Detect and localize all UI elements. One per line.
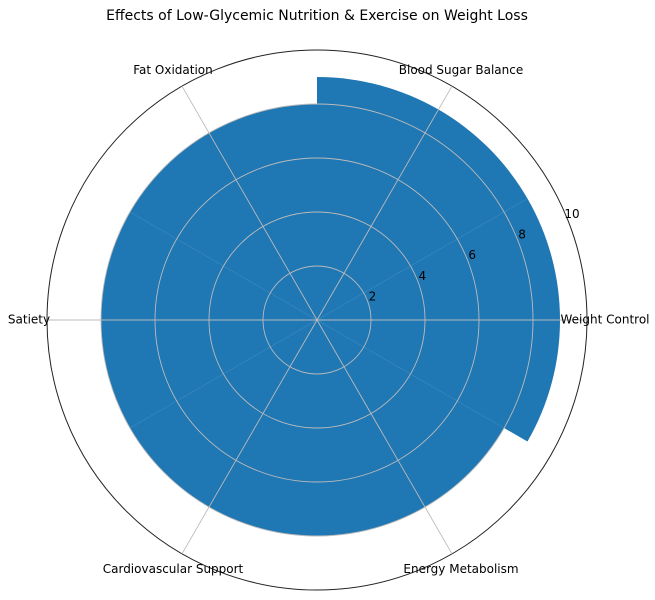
r-tick-label: 2 — [369, 290, 377, 304]
r-tick-label: 6 — [468, 248, 476, 262]
bar — [129, 320, 317, 536]
bar — [317, 76, 528, 320]
category-label: Fat Oxidation — [133, 63, 213, 77]
chart-title: Effects of Low-Glycemic Nutrition & Exer… — [106, 8, 528, 24]
bar — [129, 104, 317, 320]
bar — [317, 320, 505, 536]
angular-grid-line — [316, 319, 453, 555]
angular-grid-line — [181, 319, 318, 555]
r-tick-label: 4 — [419, 269, 427, 283]
category-label: Energy Metabolism — [403, 562, 518, 576]
category-label: Weight Control — [561, 313, 650, 327]
category-label: Satiety — [8, 313, 50, 327]
r-tick-label: 8 — [518, 228, 526, 242]
category-label: Blood Sugar Balance — [399, 63, 523, 77]
angular-grid-line — [316, 85, 453, 321]
angular-grid-line — [181, 85, 318, 321]
r-tick-label: 10 — [564, 207, 579, 221]
category-label: Cardiovascular Support — [103, 562, 244, 576]
